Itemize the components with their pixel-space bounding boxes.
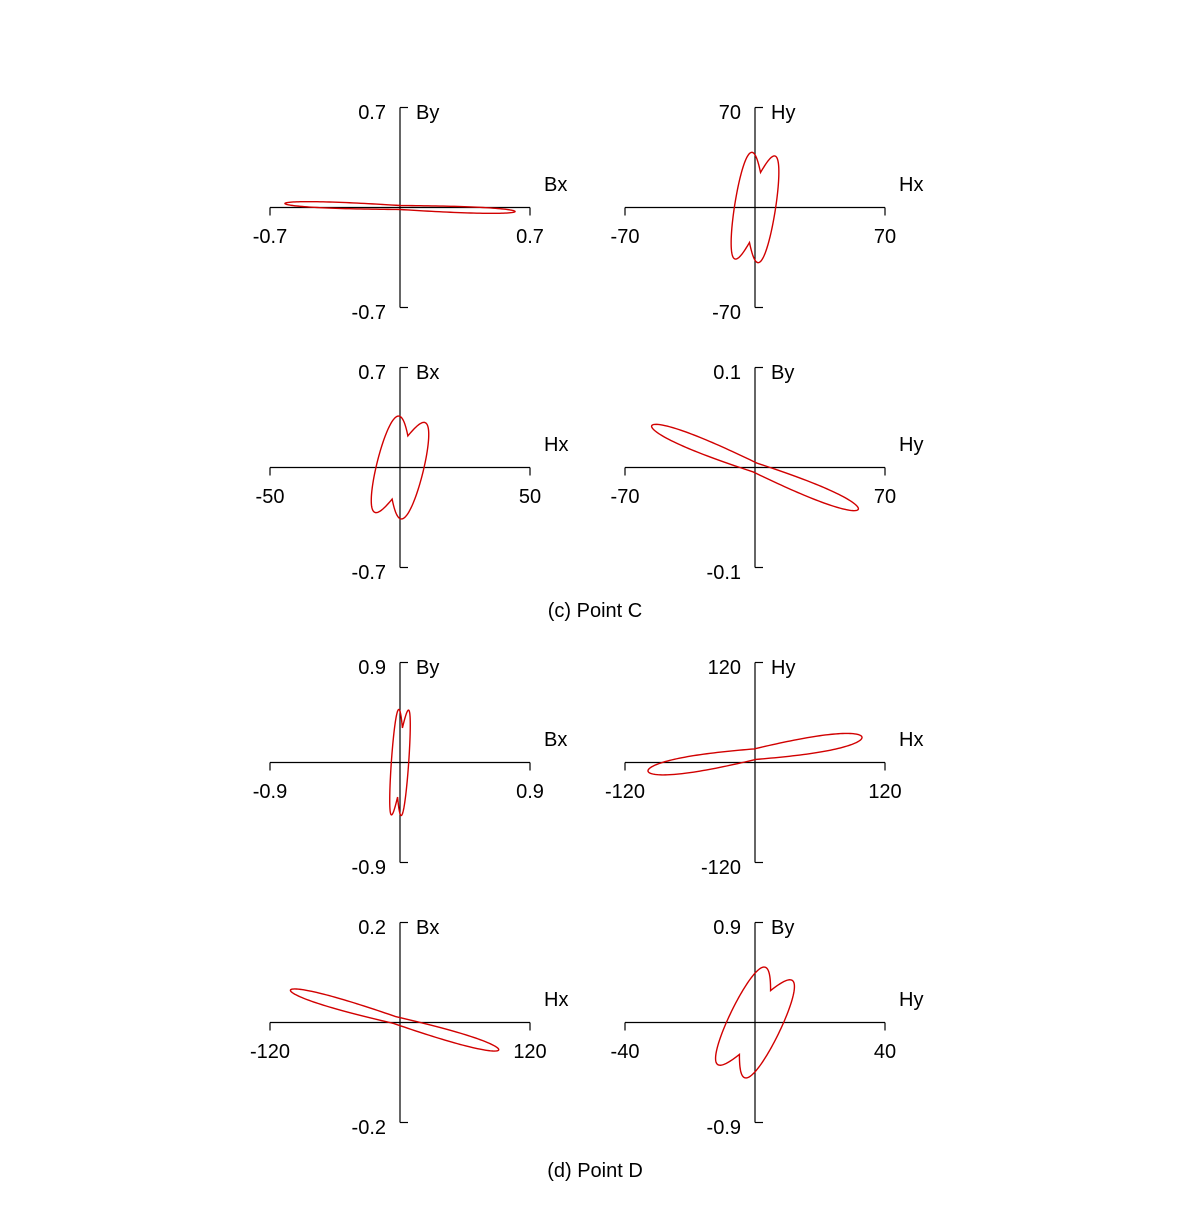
- y-tick-bottom: -0.9: [707, 1117, 741, 1140]
- axes-svg: [250, 95, 550, 320]
- caption-point-d: (d) Point D: [0, 1160, 1190, 1183]
- y-tick-top: 120: [708, 657, 741, 680]
- x-axis-label: Hx: [544, 434, 568, 457]
- y-tick-bottom: -0.7: [352, 562, 386, 585]
- y-tick-bottom: -0.1: [707, 562, 741, 585]
- y-axis-label: By: [771, 917, 794, 940]
- x-axis-label: Hx: [899, 174, 923, 197]
- y-axis-label: Hy: [771, 657, 795, 680]
- axes-svg: [605, 95, 905, 320]
- x-tick-right: 40: [874, 1041, 896, 1064]
- x-tick-left: -40: [611, 1041, 640, 1064]
- x-tick-right: 0.7: [516, 226, 544, 249]
- x-tick-left: -70: [611, 486, 640, 509]
- x-tick-right: 50: [519, 486, 541, 509]
- panel-c1: ByBx0.7-0.7-0.70.7: [250, 95, 550, 320]
- panel-c4: ByHy0.1-0.1-7070: [605, 355, 905, 580]
- caption-point-c: (c) Point C: [0, 600, 1190, 623]
- x-axis-label: Hx: [544, 989, 568, 1012]
- x-axis-label: Bx: [544, 174, 567, 197]
- y-axis-label: Bx: [416, 362, 439, 385]
- y-tick-bottom: -0.9: [352, 857, 386, 880]
- x-tick-left: -0.9: [253, 781, 287, 804]
- axes-svg: [250, 650, 550, 875]
- panel-d2: HyHx120-120-120120: [605, 650, 905, 875]
- axes-svg: [250, 910, 550, 1135]
- y-tick-top: 70: [719, 102, 741, 125]
- y-axis-label: Hy: [771, 102, 795, 125]
- y-axis-label: By: [416, 102, 439, 125]
- y-tick-bottom: -0.7: [352, 302, 386, 325]
- axes-svg: [605, 910, 905, 1135]
- y-tick-top: 0.7: [358, 362, 386, 385]
- axes-svg: [250, 355, 550, 580]
- y-tick-bottom: -120: [701, 857, 741, 880]
- panel-d4: ByHy0.9-0.9-4040: [605, 910, 905, 1135]
- x-tick-left: -70: [611, 226, 640, 249]
- y-tick-bottom: -0.2: [352, 1117, 386, 1140]
- x-tick-right: 120: [513, 1041, 546, 1064]
- x-axis-label: Hy: [899, 434, 923, 457]
- y-tick-bottom: -70: [712, 302, 741, 325]
- x-tick-right: 70: [874, 226, 896, 249]
- x-tick-left: -120: [605, 781, 645, 804]
- x-tick-left: -120: [250, 1041, 290, 1064]
- y-tick-top: 0.9: [713, 917, 741, 940]
- y-tick-top: 0.7: [358, 102, 386, 125]
- x-axis-label: Bx: [544, 729, 567, 752]
- y-axis-label: Bx: [416, 917, 439, 940]
- y-axis-label: By: [416, 657, 439, 680]
- x-tick-left: -0.7: [253, 226, 287, 249]
- x-tick-right: 70: [874, 486, 896, 509]
- figure-root: By Bx 0.7 -0.7 -0.7 0.7 Hy Hx 70 -70 -70 70 Bx Hx 0.7 -…: [0, 0, 1190, 1217]
- x-tick-right: 0.9: [516, 781, 544, 804]
- y-tick-top: 0.9: [358, 657, 386, 680]
- x-axis-label: Hx: [899, 729, 923, 752]
- panel-c3: BxHx0.7-0.7-5050: [250, 355, 550, 580]
- y-tick-top: 0.2: [358, 917, 386, 940]
- panel-d1: ByBx0.9-0.9-0.90.9: [250, 650, 550, 875]
- y-tick-top: 0.1: [713, 362, 741, 385]
- panel-c2: HyHx70-70-7070: [605, 95, 905, 320]
- panel-d3: BxHx0.2-0.2-120120: [250, 910, 550, 1135]
- hysteresis-loop: [290, 989, 498, 1051]
- x-tick-left: -50: [256, 486, 285, 509]
- x-tick-right: 120: [868, 781, 901, 804]
- axes-svg: [605, 355, 905, 580]
- x-axis-label: Hy: [899, 989, 923, 1012]
- axes-svg: [605, 650, 905, 875]
- y-axis-label: By: [771, 362, 794, 385]
